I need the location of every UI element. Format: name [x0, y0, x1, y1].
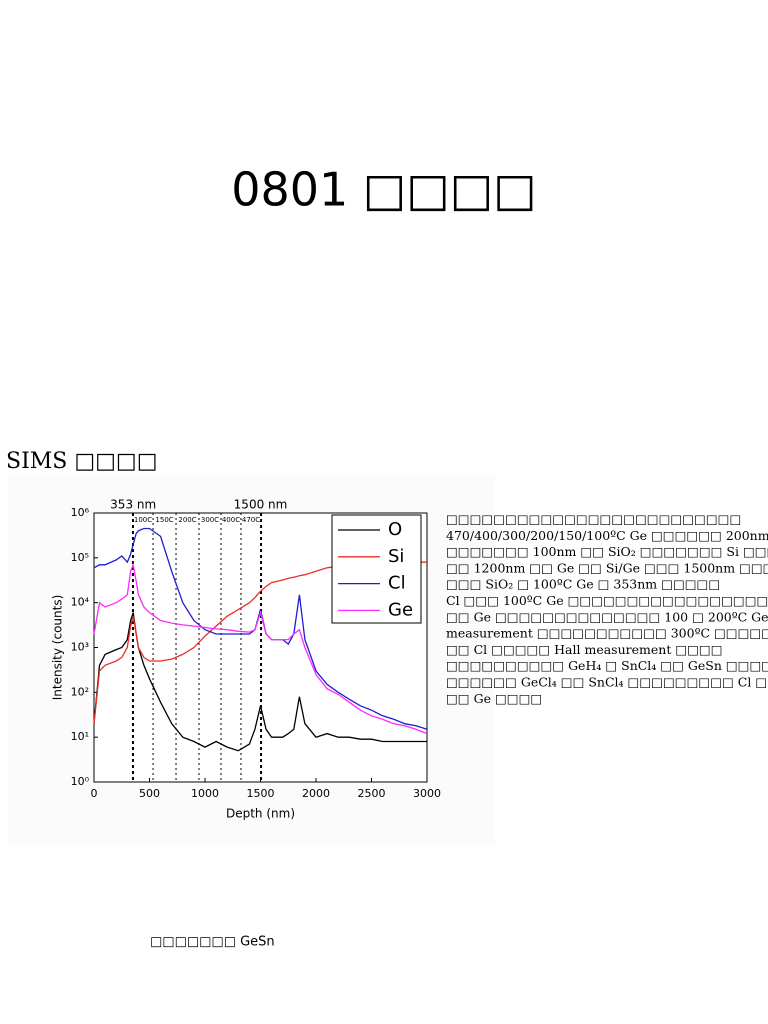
legend-label: Si — [388, 546, 404, 567]
layer-label: 100C — [134, 516, 152, 524]
layer-label: 400C — [222, 516, 240, 524]
series-line — [93, 562, 428, 735]
layer-label: 300C — [201, 516, 219, 524]
legend-label: Ge — [388, 599, 413, 620]
depth-marker-label: 353 nm — [110, 498, 156, 512]
note-line: □□□ SiO₂ □ 100ºC Ge □ 353nm □□□□□ — [446, 577, 720, 592]
y-tick-label: 10⁶ — [71, 506, 90, 519]
footer-text: □□□□□□□ GeSn — [150, 935, 275, 950]
note-line: □□ Ge □□□□ — [446, 691, 542, 706]
note-line: □□□□□□ GeCl₄ □□ SnCl₄ □□□□□□□□□ Cl □□□□□ — [446, 675, 768, 690]
y-tick-label: 10³ — [71, 641, 89, 654]
note-line: □□□□□□□□□□□□□□□□□□□□□□□□□ — [446, 512, 741, 527]
x-tick-label: 1500 — [247, 787, 275, 800]
x-tick-label: 3000 — [413, 787, 441, 800]
layer-label: 150C — [155, 516, 173, 524]
note-line: measurement □□□□□□□□□□□ 300ºC □□□□□□□□□□ — [446, 626, 768, 641]
legend-box — [331, 514, 422, 624]
section-heading: SIMS □□□□ — [6, 449, 158, 474]
note-line: 470/400/300/200/150/100ºC Ge □□□□□□ 200n… — [446, 528, 768, 543]
layer-label: 470C — [242, 516, 260, 524]
slide-title: 0801 □□□□ — [231, 163, 537, 217]
y-tick-label: 10⁵ — [71, 551, 89, 564]
x-tick-label: 2500 — [358, 787, 386, 800]
legend-label: Cl — [388, 573, 406, 594]
x-tick-label: 2000 — [302, 787, 330, 800]
y-tick-label: 10⁴ — [71, 596, 90, 609]
legend-label: O — [388, 519, 402, 540]
note-line: □□□□□□□□□□ GeH₄ □ SnCl₄ □□ GeSn □□□□□ Cl — [446, 658, 768, 673]
y-axis-label: Intensity (counts) — [51, 595, 65, 701]
x-tick-label: 1000 — [191, 787, 219, 800]
y-tick-label: 10² — [71, 685, 89, 698]
series-line — [93, 612, 427, 752]
note-line: □□ Cl □□□□□ Hall measurement □□□□ — [446, 642, 723, 657]
note-line: □□□□□□□ 100nm □□ SiO₂ □□□□□□□ Si □□□□□ 6 — [446, 544, 768, 559]
series-line — [93, 527, 428, 730]
y-tick-label: 10¹ — [71, 730, 89, 743]
layer-label: 200C — [178, 516, 196, 524]
note-line: Cl □□□ 100ºC Ge □□□□□□□□□□□□□□□□□ 300ºC … — [446, 593, 768, 608]
depth-marker-label: 1500 nm — [234, 498, 288, 512]
y-tick-label: 10⁰ — [71, 775, 90, 788]
note-line: □□ 1200nm □□ Ge □□ Si/Ge □□□ 1500nm □□□□… — [446, 560, 768, 575]
x-axis-label: Depth (nm) — [226, 807, 295, 821]
note-line: □□ Ge □□□□□□□□□□□□□□ 100 □ 200ºC Ge □ Ha… — [446, 609, 768, 624]
x-tick-label: 0 — [91, 787, 98, 800]
x-tick-label: 500 — [139, 787, 160, 800]
